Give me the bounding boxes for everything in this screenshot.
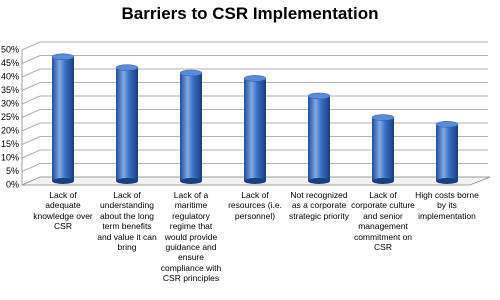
grid-line xyxy=(21,82,488,91)
bar-top xyxy=(435,121,459,128)
y-tick-label: 5% xyxy=(6,166,19,176)
bar xyxy=(436,124,458,181)
y-tick-label: 50% xyxy=(1,44,19,54)
x-tick-label: Lack of adequate knowledge over CSR xyxy=(33,190,93,232)
bar-top xyxy=(179,69,203,77)
x-tick-label: Lack of corporate culture and senior man… xyxy=(351,190,415,253)
grid-line xyxy=(21,163,488,172)
bar xyxy=(180,73,202,181)
x-tick-label: Lack of understanding about the long ter… xyxy=(97,190,157,253)
grid-line xyxy=(21,149,488,159)
x-tick-label: Lack of a maritime regulatory regime tha… xyxy=(160,190,222,284)
bar xyxy=(372,117,394,181)
grid-line xyxy=(21,136,488,145)
bar-base xyxy=(52,178,74,184)
y-tick-label: 30% xyxy=(1,98,19,108)
grid-line xyxy=(21,176,488,186)
y-tick-label: 40% xyxy=(1,71,19,81)
bar-base xyxy=(372,178,394,184)
bar-top xyxy=(307,92,331,100)
y-tick-label: 20% xyxy=(1,125,19,135)
bar xyxy=(116,67,138,181)
x-tick-label: High costs borne by its implementation xyxy=(415,190,479,221)
bar-top xyxy=(371,114,395,121)
bar-base xyxy=(308,178,330,184)
y-tick-label: 0% xyxy=(6,179,19,189)
bar xyxy=(308,95,330,181)
bar-base xyxy=(116,178,138,184)
y-tick-label: 25% xyxy=(1,112,19,122)
x-tick-label: Not recognized as a corporate strategic … xyxy=(289,190,349,221)
grid-line xyxy=(21,41,488,51)
bar-top xyxy=(115,64,139,71)
grid-line xyxy=(21,68,488,78)
bar xyxy=(52,56,74,181)
bar-top xyxy=(51,53,75,61)
bar xyxy=(244,78,266,181)
grid-line xyxy=(21,109,488,118)
y-tick-label: 35% xyxy=(1,85,19,95)
y-tick-label: 45% xyxy=(1,58,19,68)
y-tick-label: 15% xyxy=(1,139,19,149)
x-tick-label: Lack of resources (i.e. personnel) xyxy=(228,190,282,221)
grid-line xyxy=(21,55,488,64)
bar-top xyxy=(243,75,267,82)
bar-base xyxy=(436,178,458,184)
y-tick-label: 10% xyxy=(1,152,19,162)
grid-line xyxy=(21,95,488,105)
bar-base xyxy=(180,178,202,184)
grid-line xyxy=(21,122,488,132)
chart-title: Barriers to CSR Implementation xyxy=(121,4,379,23)
bar-base xyxy=(244,178,266,184)
